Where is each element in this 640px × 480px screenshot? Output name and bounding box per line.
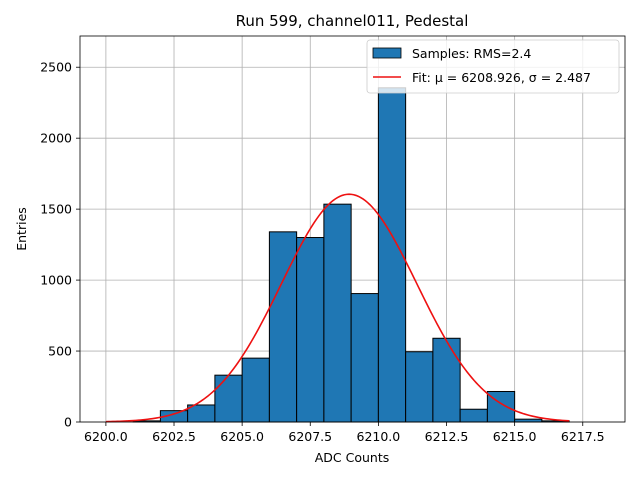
y-tick-label-1: 500: [48, 344, 72, 359]
histogram-bar-13: [459, 408, 488, 423]
chart-title: Run 599, channel011, Pedestal: [236, 12, 469, 30]
legend-box: [366, 39, 620, 94]
y-axis-ticks: 0 500 1000 1500 2000 2500: [40, 60, 80, 430]
y-tick-label-5: 2500: [40, 60, 72, 75]
y-tick-label-3: 1500: [40, 202, 72, 217]
legend-label-samples: Samples: RMS=2.4: [412, 46, 531, 61]
x-tick-label-0: 6200.0: [84, 429, 128, 444]
histogram-bar-15: [514, 418, 543, 423]
legend: Samples: RMS=2.4 Fit: μ = 6208.926, σ = …: [366, 39, 620, 94]
histogram-bar-4: [214, 374, 243, 423]
x-tick-label-1: 6202.5: [152, 429, 196, 444]
histogram-bar-11: [405, 351, 434, 423]
legend-label-fit: Fit: μ = 6208.926, σ = 2.487: [412, 70, 591, 85]
x-tick-label-4: 6210.0: [357, 429, 401, 444]
fit-curve-layer: [105, 193, 570, 423]
histogram-bar-9: [350, 293, 379, 423]
fit-curve-line: [105, 193, 570, 423]
x-tick-label-7: 6217.5: [561, 429, 605, 444]
histogram-bar-8: [323, 203, 352, 423]
x-tick-label-5: 6212.5: [425, 429, 469, 444]
histogram-bar-5: [241, 357, 270, 423]
x-tick-label-2: 6205.0: [220, 429, 264, 444]
y-tick-label-4: 2000: [40, 131, 72, 146]
legend-histogram-swatch: [372, 47, 402, 59]
x-axis-ticks: 6200.0 6202.5 6205.0 6207.5 6210.0 6212.5 6215…: [84, 422, 605, 444]
histogram-bar-12: [432, 337, 461, 423]
y-axis-label: Entries: [14, 207, 29, 251]
x-tick-label-6: 6215.0: [493, 429, 537, 444]
histogram-bars: [132, 87, 570, 423]
y-tick-label-2: 1000: [40, 273, 72, 288]
histogram-bar-10: [377, 87, 407, 423]
histogram-bar-7: [296, 237, 325, 423]
x-tick-label-3: 6207.5: [288, 429, 332, 444]
axes-frame: [79, 35, 626, 423]
y-tick-label-0: 0: [64, 415, 72, 430]
x-axis-label: ADC Counts: [315, 450, 390, 465]
